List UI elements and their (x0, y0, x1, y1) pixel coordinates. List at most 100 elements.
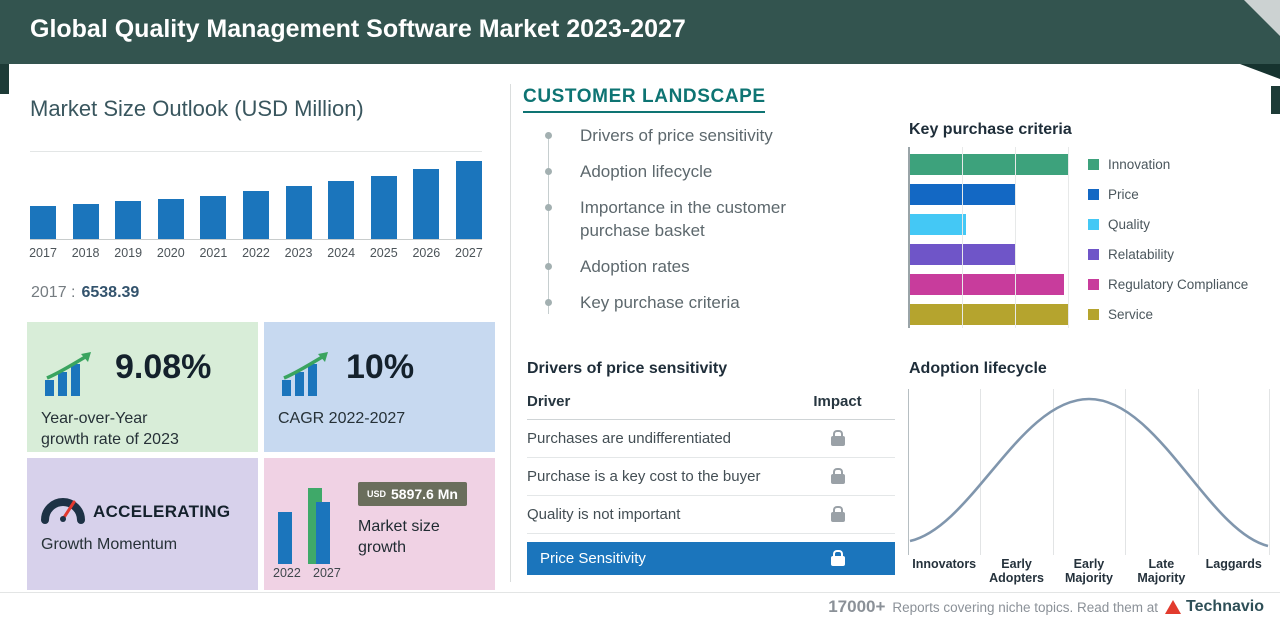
page-title: Global Quality Management Software Marke… (30, 15, 686, 44)
timeline-item: Importance in the customer purchase bask… (546, 196, 816, 242)
reports-count: 17000+ (828, 597, 885, 617)
legend-swatch-icon (1088, 279, 1099, 290)
cagr-caption: CAGR 2022-2027 (278, 410, 405, 428)
market-bar (158, 199, 184, 239)
driver-label: Purchase is a key cost to the buyer (527, 468, 780, 485)
market-bar (115, 201, 141, 239)
market-bar (371, 176, 397, 239)
timeline-item: Adoption lifecycle (546, 160, 816, 183)
timeline-item: Drivers of price sensitivity (546, 124, 816, 147)
year-tick-label: 2023 (285, 246, 313, 260)
growth-bar-2027-blue (316, 502, 330, 564)
adoption-lifecycle-title: Adoption lifecycle (909, 360, 1047, 378)
market-bar (30, 206, 56, 239)
growth-year-start: 2022 (273, 566, 301, 580)
impact-cell (780, 431, 895, 446)
market-bar-column: 2025 (371, 152, 397, 239)
adoption-stage-labels: InnovatorsEarly AdoptersEarly MajorityLa… (908, 557, 1270, 585)
section-divider (510, 84, 511, 582)
stage-label: Late Majority (1125, 557, 1197, 585)
footer-divider (0, 592, 1280, 593)
legend-label: Quality (1108, 217, 1150, 232)
growth-caption-line1: Market size (358, 516, 440, 537)
base-year-value: 2017 : 6538.39 (31, 284, 139, 302)
legend-label: Innovation (1108, 157, 1170, 172)
adoption-curve (908, 389, 1270, 555)
market-bar (328, 181, 354, 239)
growth-year-end: 2027 (313, 566, 341, 580)
growth-bars-icon (43, 350, 105, 400)
gridline (1015, 147, 1016, 328)
market-bar (456, 161, 482, 239)
growth-bars-icon (280, 350, 342, 400)
header-bar: Global Quality Management Software Marke… (0, 0, 1280, 64)
market-bar-column: 2020 (158, 152, 184, 239)
yoy-caption-line2: growth rate of 2023 (41, 429, 179, 450)
legend-swatch-icon (1088, 159, 1099, 170)
momentum-status: ACCELERATING (93, 502, 230, 522)
year-tick-label: 2017 (29, 246, 57, 260)
customer-landscape-underline (523, 111, 765, 113)
legend-label: Relatability (1108, 247, 1174, 262)
momentum-caption: Growth Momentum (41, 536, 177, 554)
stage-label: Early Adopters (980, 557, 1052, 585)
impact-cell (780, 507, 895, 522)
infographic-root: Global Quality Management Software Marke… (0, 0, 1280, 624)
market-bar (73, 204, 99, 239)
cagr-value: 10% (346, 348, 414, 387)
legend-item: Innovation (1088, 149, 1248, 179)
year-tick-label: 2020 (157, 246, 185, 260)
legend-swatch-icon (1088, 309, 1099, 320)
market-bar-column: 2027 (456, 152, 482, 239)
key-purchase-criteria-legend: Innovation Price Quality Relatability Regula… (1088, 149, 1248, 329)
year-tick-label: 2018 (72, 246, 100, 260)
customer-landscape-title: CUSTOMER LANDSCAPE (523, 86, 766, 108)
price-sensitivity-bar-label: Price Sensitivity (540, 550, 646, 567)
footer-text: Reports covering niche topics. Read them… (892, 600, 1158, 615)
corner-fold-decoration (1244, 0, 1280, 36)
criteria-bar (910, 184, 1016, 205)
column-driver: Driver (527, 393, 570, 410)
timeline-item: Adoption rates (546, 255, 816, 278)
stage-label: Innovators (908, 557, 980, 585)
market-size-growth-card: 2022 2027 USD 5897.6 Mn Market size grow… (264, 458, 495, 590)
key-purchase-criteria-chart (908, 147, 1071, 328)
criteria-bar (910, 214, 966, 235)
legend-item: Price (1088, 179, 1248, 209)
year-tick-label: 2022 (242, 246, 270, 260)
technavio-logo-link[interactable]: Technavio (1165, 598, 1264, 616)
market-bar-column: 2017 (30, 152, 56, 239)
legend-label: Regulatory Compliance (1108, 277, 1248, 292)
growth-momentum-card: ACCELERATING Growth Momentum (27, 458, 258, 590)
year-tick-label: 2025 (370, 246, 398, 260)
lock-icon (831, 512, 845, 522)
impact-cell (780, 469, 895, 484)
right-edge-tab (1271, 86, 1280, 114)
market-size-outlook-title: Market Size Outlook (USD Million) (30, 96, 364, 122)
price-sensitivity-table: Driver Impact Purchases are undifferenti… (527, 393, 895, 575)
driver-label: Quality is not important (527, 506, 780, 523)
market-bar-column: 2026 (413, 152, 439, 239)
impact-cell (780, 551, 895, 566)
market-bar (200, 196, 226, 239)
legend-swatch-icon (1088, 219, 1099, 230)
growth-caption: Market size growth (358, 516, 440, 558)
adoption-lifecycle-chart (908, 389, 1270, 555)
legend-item: Service (1088, 299, 1248, 329)
base-year-label: 2017 : (31, 284, 75, 301)
base-year-amount: 6538.39 (81, 284, 139, 301)
growth-caption-line2: growth (358, 537, 440, 558)
growth-bar-2022 (278, 512, 292, 564)
market-bar (243, 191, 269, 239)
year-tick-label: 2024 (327, 246, 355, 260)
left-edge-tab (0, 64, 9, 94)
gridline (962, 147, 963, 328)
legend-item: Relatability (1088, 239, 1248, 269)
legend-swatch-icon (1088, 249, 1099, 260)
driver-row: Purchase is a key cost to the buyer (527, 458, 895, 496)
market-size-bar-chart: 2017201820192020202120222023202420252026… (30, 151, 482, 240)
currency-label: USD (367, 489, 386, 499)
growth-amount: 5897.6 Mn (391, 486, 458, 502)
corner-fold-shadow (1240, 64, 1280, 79)
legend-item: Quality (1088, 209, 1248, 239)
